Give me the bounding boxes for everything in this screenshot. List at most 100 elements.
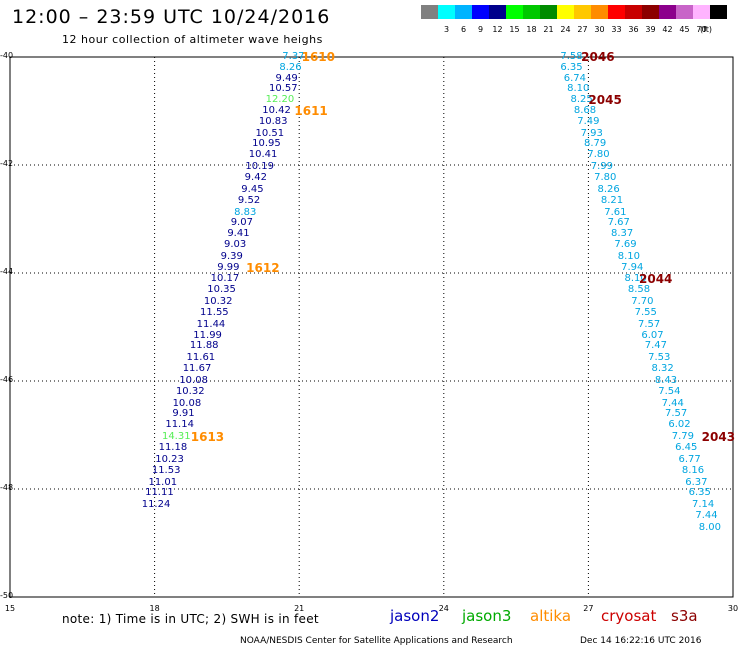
color-scale-swatch xyxy=(421,5,438,19)
color-scale-label: 18 xyxy=(526,25,537,34)
color-scale-swatch xyxy=(710,5,727,19)
color-scale-label: 24 xyxy=(560,25,571,34)
wave-height-value: 11.24 xyxy=(141,499,171,511)
wave-height-value: 11.99 xyxy=(193,329,222,341)
color-scale-label: 33 xyxy=(611,25,622,34)
color-scale-unit: (ft) xyxy=(700,25,713,34)
wave-height-value: 7.80 xyxy=(594,171,617,183)
y-tick-label: -44 xyxy=(0,267,14,276)
color-scale-swatch xyxy=(523,5,540,19)
wave-height-value: 10.08 xyxy=(179,375,208,386)
pass-time-label: 2043 xyxy=(701,430,736,445)
wave-height-value: 7.37 xyxy=(282,51,305,62)
wave-height-value: 7.57 xyxy=(664,408,688,420)
pass-time-label: 2046 xyxy=(581,50,615,64)
wave-height-value: 10.51 xyxy=(255,127,285,139)
wave-height-value: 8.83 xyxy=(234,206,257,218)
x-tick-label: 24 xyxy=(438,604,449,613)
color-scale-label: 21 xyxy=(543,25,554,34)
pass-time-label: 2045 xyxy=(588,93,622,108)
wave-height-value: 9.03 xyxy=(223,238,247,250)
wave-height-value: 9.42 xyxy=(244,171,267,183)
color-scale-swatch xyxy=(557,5,574,19)
wave-height-value: 7.44 xyxy=(661,397,684,409)
color-scale-swatch xyxy=(591,5,608,19)
y-tick-label: -40 xyxy=(0,51,14,60)
wave-height-value: 8.26 xyxy=(279,61,302,73)
legend-item-jason3: jason3 xyxy=(462,607,512,625)
wave-height-value: 9.45 xyxy=(241,183,264,195)
wave-height-value: 8.79 xyxy=(584,138,607,150)
x-tick-label: 21 xyxy=(294,604,305,613)
x-tick-label: 30 xyxy=(727,604,739,613)
wave-height-value: 10.57 xyxy=(268,83,298,95)
wave-height-value: 10.35 xyxy=(207,284,236,296)
wave-height-value: 6.02 xyxy=(668,419,691,431)
wave-height-value: 8.10 xyxy=(624,273,647,285)
color-scale-swatch xyxy=(506,5,523,19)
wave-height-value: 10.08 xyxy=(172,397,202,409)
page-title: 12:00 – 23:59 UTC 10/24/2016 xyxy=(12,6,331,28)
wave-height-value: 10.32 xyxy=(175,385,205,397)
wave-height-value: 10.95 xyxy=(252,138,281,150)
wave-height-value: 11.11 xyxy=(145,487,174,499)
wave-height-value: 7.53 xyxy=(648,352,671,364)
color-scale-swatch xyxy=(676,5,693,19)
wave-height-value: 9.99 xyxy=(217,261,240,273)
color-scale-label: 36 xyxy=(628,25,639,34)
wave-height-value: 11.67 xyxy=(182,363,212,375)
map-frame xyxy=(9,56,734,598)
wave-height-value: 10.41 xyxy=(248,149,278,161)
color-scale-swatch xyxy=(540,5,557,19)
color-scale-swatch xyxy=(693,5,710,19)
wave-height-value: 8.32 xyxy=(651,363,674,375)
wave-height-value: 8.16 xyxy=(681,464,705,476)
wave-height-value: 10.17 xyxy=(210,273,240,285)
footnote: note: 1) Time is in UTC; 2) SWH is in fe… xyxy=(62,612,319,626)
wave-height-value: 14.31 xyxy=(161,431,191,443)
color-scale-label: 45 xyxy=(679,25,690,34)
pass-time-label: 1611 xyxy=(294,104,328,118)
color-scale-swatch xyxy=(574,5,591,19)
color-scale-swatch xyxy=(472,5,489,19)
wave-height-value: 6.35 xyxy=(560,61,583,73)
y-tick-label: -50 xyxy=(0,591,14,600)
wave-height-value: 7.57 xyxy=(637,318,661,330)
wave-height-value: 9.91 xyxy=(172,408,195,420)
color-scale-label: 9 xyxy=(477,25,484,34)
wave-height-value: 8.26 xyxy=(597,183,620,195)
wave-height-value: 8.25 xyxy=(570,94,593,106)
x-tick-label: 18 xyxy=(149,604,160,613)
wave-height-value: 11.55 xyxy=(200,306,229,318)
wave-height-value: 7.80 xyxy=(587,149,610,161)
wave-height-value: 6.35 xyxy=(688,487,711,499)
wave-height-value: 11.53 xyxy=(151,464,181,476)
wave-height-value: 8.21 xyxy=(600,194,624,206)
color-scale-label: 15 xyxy=(509,25,520,34)
wave-height-value: 7.93 xyxy=(580,127,603,139)
y-tick-label: -42 xyxy=(0,159,14,168)
wave-height-value: 7.99 xyxy=(590,161,614,173)
color-scale-swatch xyxy=(438,5,455,19)
legend-item-s3a: s3a xyxy=(671,607,698,625)
wave-height-value: 11.88 xyxy=(189,340,219,352)
wave-height-value: 7.58 xyxy=(560,51,583,62)
pass-time-label: 1613 xyxy=(190,430,225,445)
pass-time-label: 1612 xyxy=(246,260,280,275)
wave-height-value: 8.10 xyxy=(617,250,641,262)
footer-date: Dec 14 16:22:16 UTC 2016 xyxy=(580,636,702,646)
wave-height-value: 7.69 xyxy=(614,238,637,250)
wave-height-value: 8.43 xyxy=(654,375,678,386)
wave-height-value: 11.44 xyxy=(196,318,226,330)
wave-height-value: 6.37 xyxy=(685,476,708,488)
page-subtitle: 12 hour collection of altimeter wave hei… xyxy=(62,33,323,46)
wave-height-value: 9.41 xyxy=(227,228,250,240)
wave-height-value: 6.74 xyxy=(563,72,587,84)
color-scale-label: 27 xyxy=(577,25,588,34)
legend-item-jason2: jason2 xyxy=(390,607,440,625)
legend-item-cryosat: cryosat xyxy=(601,607,657,625)
color-scale-swatch xyxy=(455,5,472,19)
color-scale-label: 30 xyxy=(594,25,605,34)
pass-time-label: 2044 xyxy=(639,272,673,287)
